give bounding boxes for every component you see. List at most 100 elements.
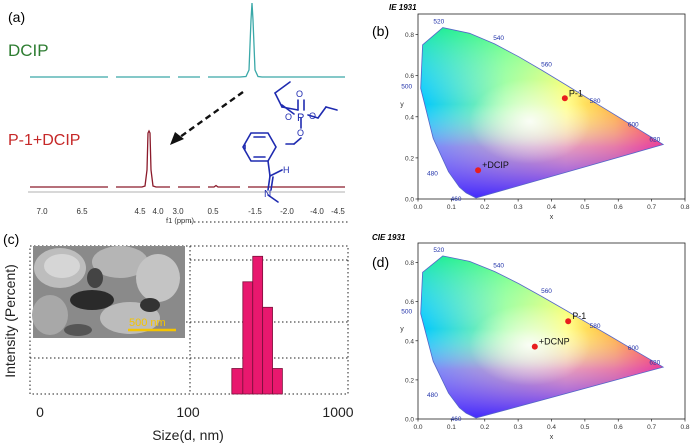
ppm-tick-label: 3.0	[172, 207, 184, 216]
arrow-head	[170, 132, 184, 145]
panel-d: (d) CIE 1931 0.0 0.1 0.2 0.3 0.4 0.5 0.6 0.7 0.8…	[372, 233, 690, 441]
cie-d-xtick-label: 0.4	[547, 424, 556, 431]
cie-d-xtick-label: 0.3	[514, 424, 523, 431]
cie-d-wavelength-label: 600	[628, 345, 639, 352]
cie-d-xtick-label: 0.8	[680, 424, 689, 431]
cie-d-wavelength-label: 480	[427, 392, 438, 399]
sem-micrograph	[32, 246, 185, 338]
ppm-tick-label: -1.5	[248, 207, 262, 216]
size-bar	[252, 255, 264, 395]
ppm-axis-title: f1 (ppm)	[166, 216, 194, 225]
panel-b-label: (b)	[372, 23, 389, 39]
cie-b-wavelength-label: 600	[628, 121, 639, 128]
panel-a-label: (a)	[8, 9, 25, 25]
svg-text:O: O	[285, 112, 292, 122]
svg-text:O: O	[297, 128, 304, 138]
cie-b-xtick-label: 0.7	[647, 204, 656, 211]
cie-d-ytick-label: 0.2	[405, 377, 414, 384]
cie-b-xtick-label: 0.1	[447, 204, 456, 211]
size-distribution-bars	[231, 255, 283, 395]
size-bar	[272, 368, 283, 395]
cie-b-wavelength-label: 580	[590, 98, 601, 105]
cie-b-xtick-label: 0.6	[614, 204, 623, 211]
cie-b-ytick-label: 0.8	[405, 32, 414, 39]
cie-d-xtick-label: 0.7	[647, 424, 656, 431]
cie-d-ytick-label: 0.0	[405, 417, 414, 424]
ppm-tick-label: 6.5	[76, 207, 88, 216]
cie-d-point-label: +DCNP	[539, 337, 570, 347]
scale-bar-label: 500 nm	[129, 317, 166, 329]
cie-b-xtick-label: 0.4	[547, 204, 556, 211]
cie-d-wavelength-label: 560	[541, 288, 552, 295]
cie-b-wavelength-label: 460	[451, 196, 462, 203]
cie-b-wavelength-label: 520	[433, 19, 444, 26]
cie-b-point-label: +DCIP	[482, 160, 509, 170]
ppm-tick-label: 7.0	[36, 207, 48, 216]
cie-d-wavelength-label: 540	[493, 262, 504, 269]
cie-b-xlabel: x	[550, 214, 554, 221]
cie-d-ytick-label: 0.6	[405, 299, 414, 306]
cie-b-spectral-locus	[420, 27, 665, 199]
dashed-arrow	[179, 91, 244, 138]
svg-text:P: P	[297, 112, 304, 124]
cie-d-xtick-label: 0.1	[447, 424, 456, 431]
cie-b-xtick-label: 0.3	[514, 204, 523, 211]
ppm-tick-label: -2.0	[280, 207, 294, 216]
ppm-tick-label: 4.0	[152, 207, 164, 216]
cie-b-wavelength-label: 540	[493, 35, 504, 42]
molecule-atom-labels: P O O O O H N	[264, 89, 316, 200]
cie-b-xtick-label: 0.2	[480, 204, 489, 211]
svg-text:O: O	[296, 89, 303, 99]
svg-text:N: N	[264, 189, 271, 200]
cie-d-chromaticity-point	[531, 343, 538, 350]
panel-b-cie-title: IE 1931	[389, 3, 417, 12]
cie-d-ytick-label: 0.8	[405, 260, 414, 267]
cie-d-xtick-label: 0.0	[413, 424, 422, 431]
size-plot-xtick-label: 0	[36, 404, 44, 420]
cie-b-xtick-label: 0.5	[580, 204, 589, 211]
cie-d-wavelength-label: 580	[590, 323, 601, 330]
size-plot-xlabel: Size(d, nm)	[152, 427, 224, 443]
cie-d-wavelength-label: 460	[451, 416, 462, 423]
cie-b-wavelength-label: 620	[649, 137, 660, 144]
cie-d-xtick-label: 0.6	[614, 424, 623, 431]
size-plot-frame	[29, 245, 349, 395]
size-bar	[242, 281, 254, 395]
size-plot-ylabel: Intensity (Percent)	[2, 264, 18, 378]
panel-c-label: (c)	[3, 231, 19, 247]
cie-d-ylabel: y	[400, 326, 404, 333]
cie-b-white-point	[420, 27, 664, 198]
panel-d-cie-title: CIE 1931	[372, 233, 406, 242]
p1-dcip-trace-label: P-1+DCIP	[8, 132, 80, 149]
cie-d-point-label: P-1	[572, 311, 586, 321]
svg-text:H: H	[283, 165, 290, 175]
ppm-tick-label: -4.0	[310, 207, 324, 216]
dcip-nmr-trace	[30, 2, 345, 78]
ppm-tick-label: -4.5	[331, 207, 345, 216]
cie-b-wavelength-label: 500	[401, 83, 412, 90]
cie-d-wavelength-label: 500	[401, 309, 412, 316]
size-plot-xtick-labels: 0 100 1000	[36, 404, 354, 420]
size-bar	[262, 306, 273, 395]
size-plot-xtick-label: 1000	[322, 404, 353, 420]
cie-d-wavelength-label: 620	[649, 360, 660, 367]
size-bar	[231, 368, 244, 395]
panel-a: (a) DCIP P-1+DCIP 7.0 6.5 4.5 4.0 3.0 0.5 -1.5…	[8, 2, 345, 225]
cie-b-wavelength-label: 560	[541, 62, 552, 69]
cie-b-point-label: P-1	[569, 88, 583, 98]
cie-d-xtick-label: 0.5	[580, 424, 589, 431]
cie-b-chromaticity-point	[561, 95, 568, 102]
cie-b-ytick-label: 0.6	[405, 73, 414, 80]
cie-b-wavelength-label: 480	[427, 171, 438, 178]
cie-d-white-point	[420, 255, 664, 418]
panel-d-label: (d)	[372, 254, 389, 270]
size-plot-xtick-label: 100	[176, 404, 200, 420]
panel-c: (c) 500 nm Intensity (Percent) 0 100 1000 …	[2, 221, 354, 443]
panel-b: (b) IE 1931 0.0 0.1 0.2 0.3 0.4 0.5 0.6 0.7 0.80…	[372, 3, 690, 221]
cie-d-spectral-locus	[420, 255, 665, 419]
cie-diagram-d: 0.0 0.1 0.2 0.3 0.4 0.5 0.6 0.7 0.8 0.0 0.2 0.4 0.6 0…	[400, 242, 690, 441]
cie-b-ytick-label: 0.2	[405, 155, 414, 162]
cie-d-chromaticity-point	[565, 318, 572, 325]
cie-d-xlabel: x	[550, 434, 554, 441]
